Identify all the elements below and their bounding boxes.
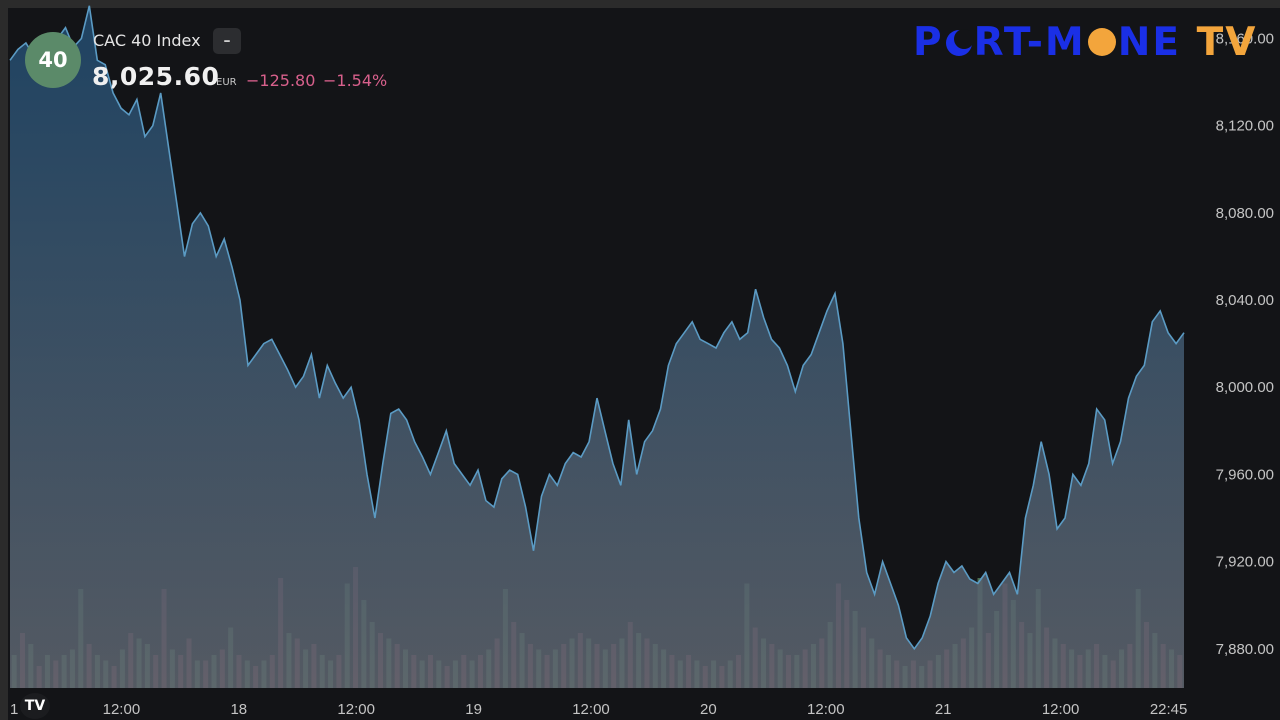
y-axis[interactable]: 8,160.00 8,120.00 8,080.00 8,040.00 8,000.00… xyxy=(1216,31,1274,658)
last-price: 8,025.60 xyxy=(92,62,220,91)
symbol-badge: 40 xyxy=(25,32,81,88)
x-tick-label: 21 xyxy=(935,701,952,718)
y-tick-label: 7,920.00 xyxy=(1216,554,1274,571)
currency-label: EUR xyxy=(216,77,237,88)
logo-text-mid: RT-M xyxy=(973,20,1086,65)
price-change-percent: −1.54% xyxy=(323,71,388,90)
y-tick-label: 8,080.00 xyxy=(1216,205,1274,222)
symbol-name[interactable]: CAC 40 Index xyxy=(93,31,201,50)
logo-text-p: P xyxy=(913,20,944,65)
x-edge-label: 1 xyxy=(10,701,18,718)
x-tick-label: 20 xyxy=(700,701,717,718)
x-tick-label: 12:00 xyxy=(807,701,845,718)
y-tick-label: 8,160.00 xyxy=(1216,31,1274,48)
y-tick-label: 8,120.00 xyxy=(1216,118,1274,135)
tradingview-logo-icon[interactable]: TV xyxy=(20,693,50,719)
price-area xyxy=(10,5,1184,689)
logo-text-tv: TV xyxy=(1181,20,1258,65)
x-tick-label: 12:00 xyxy=(337,701,375,718)
price-change: −125.80 xyxy=(246,71,316,90)
x-tick-label: 12:00 xyxy=(572,701,610,718)
y-tick-label: 7,880.00 xyxy=(1216,641,1274,658)
x-tick-label: 12:00 xyxy=(1042,701,1080,718)
price-line xyxy=(9,5,1185,651)
y-tick-label: 7,960.00 xyxy=(1216,466,1274,483)
x-tick-label: 22:45 xyxy=(1150,701,1188,718)
x-axis[interactable]: 12:00 18 12:00 19 12:00 20 12:00 21 12:00 22:45 1 xyxy=(10,701,1187,718)
collapse-button[interactable]: – xyxy=(213,28,241,54)
moon-icon xyxy=(944,20,974,65)
logo-text-ne: NE xyxy=(1117,20,1182,65)
x-tick-label: 12:00 xyxy=(103,701,141,718)
sun-icon xyxy=(1086,20,1118,65)
y-tick-label: 8,000.00 xyxy=(1216,379,1274,396)
x-tick-label: 19 xyxy=(465,701,482,718)
x-tick-label: 18 xyxy=(230,701,247,718)
watermark-logo: P RT-M NE TV xyxy=(913,20,1257,65)
y-tick-label: 8,040.00 xyxy=(1216,292,1274,309)
